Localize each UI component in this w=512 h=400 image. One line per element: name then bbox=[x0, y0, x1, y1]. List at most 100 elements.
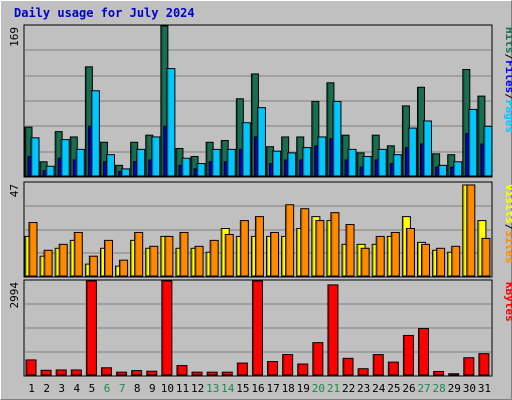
kbytes-bar bbox=[448, 373, 460, 376]
pages-bar bbox=[272, 150, 282, 177]
sites-bar bbox=[73, 231, 83, 277]
legend-3: KBytes bbox=[503, 282, 512, 322]
kbytes-bar bbox=[100, 367, 112, 376]
kbytes-bar bbox=[282, 354, 294, 376]
day-label: 6 bbox=[104, 382, 111, 395]
sites-bar bbox=[330, 212, 340, 277]
pages-bar bbox=[121, 168, 131, 177]
pages-bar bbox=[362, 155, 372, 177]
sites-bar bbox=[285, 204, 295, 277]
day-label: 27 bbox=[417, 382, 430, 395]
day-label: 11 bbox=[176, 382, 189, 395]
kbytes-bar bbox=[176, 365, 188, 376]
sites-bar bbox=[421, 243, 431, 277]
kbytes-bar bbox=[161, 280, 173, 376]
kbytes-bar bbox=[372, 354, 384, 376]
kbytes-bar bbox=[463, 357, 475, 376]
kbytes-bar bbox=[236, 362, 248, 376]
day-label: 22 bbox=[342, 382, 355, 395]
pages-bar bbox=[302, 147, 312, 177]
sites-bar bbox=[436, 247, 446, 277]
day-label: 14 bbox=[221, 382, 235, 395]
pages-bar bbox=[226, 148, 236, 177]
pages-bar bbox=[90, 90, 100, 177]
day-label: 5 bbox=[89, 382, 96, 395]
chart-title: Daily usage for July 2024 bbox=[14, 6, 195, 20]
day-label: 2 bbox=[43, 382, 50, 395]
kbytes-bar bbox=[418, 328, 430, 376]
pages-bar bbox=[347, 148, 357, 177]
kbytes-bar bbox=[402, 334, 414, 376]
kbytes-bar bbox=[40, 369, 52, 376]
pages-bar bbox=[181, 157, 191, 177]
pages-bar bbox=[166, 68, 176, 177]
sites-bar bbox=[224, 233, 234, 277]
sites-bar bbox=[375, 235, 385, 277]
day-label: 13 bbox=[206, 382, 219, 395]
sites-bar bbox=[119, 259, 129, 277]
pages-bar bbox=[438, 164, 448, 177]
pages-bar bbox=[136, 148, 146, 177]
pages-bar bbox=[317, 136, 327, 177]
day-label: 18 bbox=[282, 382, 295, 395]
day-label: 12 bbox=[191, 382, 204, 395]
day-label: 17 bbox=[266, 382, 279, 395]
sites-bar bbox=[466, 184, 476, 277]
pages-bar bbox=[211, 148, 221, 177]
day-label: 25 bbox=[387, 382, 400, 395]
pages-bar bbox=[256, 107, 266, 177]
pages-bar bbox=[332, 100, 342, 177]
kbytes-bar bbox=[312, 342, 324, 376]
kbytes-bar bbox=[387, 361, 399, 376]
day-label: 9 bbox=[149, 382, 156, 395]
day-label: 26 bbox=[402, 382, 415, 395]
pages-bar bbox=[468, 108, 478, 177]
kbytes-bar bbox=[221, 371, 233, 376]
day-label: 31 bbox=[478, 382, 491, 395]
y-max-label-2: 47 bbox=[8, 184, 21, 197]
legend-entry: KBytes bbox=[503, 282, 512, 322]
legend-entry: Visits bbox=[503, 184, 512, 224]
kbytes-bar bbox=[206, 371, 218, 376]
kbytes-bar bbox=[433, 371, 445, 376]
sites-bar bbox=[58, 243, 68, 277]
sites-bar bbox=[300, 208, 310, 277]
sites-bar bbox=[28, 222, 38, 277]
kbytes-bar bbox=[342, 357, 354, 376]
pages-bar bbox=[407, 127, 417, 177]
legend-1: Hits/Files/Pages bbox=[503, 27, 512, 133]
pages-bar bbox=[196, 163, 206, 177]
sites-bar bbox=[194, 245, 204, 277]
pages-bar bbox=[377, 148, 387, 177]
pages-bar bbox=[287, 152, 297, 177]
day-label: 10 bbox=[161, 382, 174, 395]
day-label: 7 bbox=[119, 382, 126, 395]
kbytes-bar bbox=[251, 280, 263, 376]
day-label: 1 bbox=[28, 382, 35, 395]
legend-entry: / bbox=[503, 93, 512, 100]
legend-entry: Sites bbox=[503, 230, 512, 263]
sites-bar bbox=[103, 239, 113, 277]
day-label: 20 bbox=[312, 382, 325, 395]
day-label: 28 bbox=[433, 382, 446, 395]
day-label: 19 bbox=[297, 382, 310, 395]
sites-bar bbox=[390, 231, 400, 277]
day-label: 4 bbox=[74, 382, 81, 395]
pages-bar bbox=[45, 165, 55, 177]
kbytes-bar bbox=[25, 359, 37, 376]
pages-bar bbox=[75, 148, 85, 177]
sites-bar bbox=[405, 228, 415, 277]
sites-bar bbox=[88, 255, 98, 277]
y-max-label-3: 2994 bbox=[8, 282, 21, 309]
sites-bar bbox=[239, 220, 249, 277]
sites-bar bbox=[254, 216, 264, 277]
sites-bar bbox=[43, 249, 53, 277]
day-label: 24 bbox=[372, 382, 386, 395]
day-label: 8 bbox=[134, 382, 141, 395]
day-label: 16 bbox=[251, 382, 264, 395]
pages-bar bbox=[105, 154, 115, 177]
legend-entry: Files bbox=[503, 60, 512, 93]
sites-bar bbox=[345, 224, 355, 277]
sites-bar bbox=[270, 231, 280, 277]
